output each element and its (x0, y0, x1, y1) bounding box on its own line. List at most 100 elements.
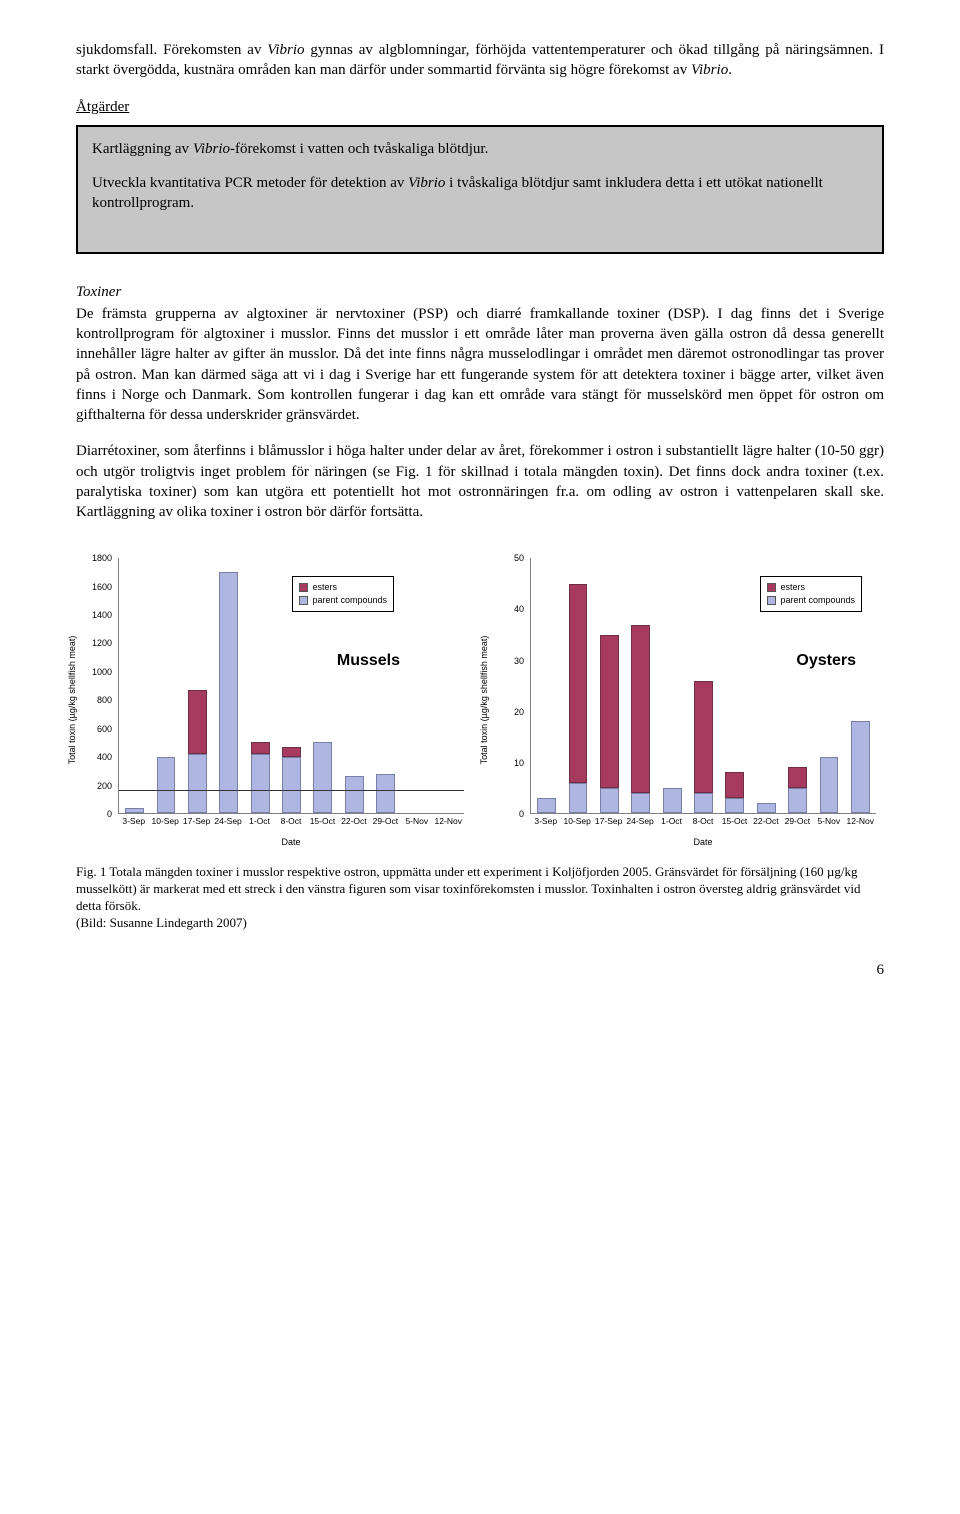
bar-stack (188, 558, 207, 813)
bar-slot (213, 558, 244, 813)
x-axis-title: Date (530, 836, 876, 848)
y-tick-label: 800 (97, 694, 112, 706)
bar-segment-parent (376, 774, 395, 814)
bar-segment-parent (219, 572, 238, 813)
bar-stack (725, 558, 744, 813)
charts-row: Total toxin (µg/kg shellfish meat) 02004… (76, 550, 884, 850)
text: Kartläggning av (92, 141, 193, 157)
bar-segment-parent (600, 788, 619, 814)
x-tick-label: 24-Sep (212, 816, 243, 834)
y-tick-label: 1000 (92, 666, 112, 678)
x-tick-label: 12-Nov (845, 816, 876, 834)
x-tick-label: 15-Oct (719, 816, 750, 834)
plot-area: esters parent compounds Oysters (530, 558, 876, 814)
bar-slot (244, 558, 275, 813)
bar-segment-esters (188, 690, 207, 754)
legend-label: esters (312, 581, 337, 593)
y-tick-label: 400 (97, 751, 112, 763)
x-tick-label: 15-Oct (307, 816, 338, 834)
x-tick-label: 1-Oct (244, 816, 275, 834)
bar-segment-esters (788, 767, 807, 787)
bar-stack (157, 558, 176, 813)
bar-segment-parent (313, 742, 332, 813)
chart-legend: esters parent compounds (292, 576, 394, 611)
bar-segment-parent (725, 798, 744, 813)
bar-stack (631, 558, 650, 813)
bar-segment-parent (788, 788, 807, 814)
legend-row-esters: esters (299, 581, 387, 593)
bar-segment-esters (631, 625, 650, 793)
bar-slot (625, 558, 656, 813)
bar-segment-parent (631, 793, 650, 813)
bar-segment-parent (125, 808, 144, 814)
x-tick-label: 29-Oct (370, 816, 401, 834)
bar-stack (408, 558, 427, 813)
legend-swatch-esters (299, 583, 308, 592)
legend-label: parent compounds (312, 594, 387, 606)
bar-slot (688, 558, 719, 813)
bar-segment-esters (725, 772, 744, 798)
bar-stack (663, 558, 682, 813)
x-tick-label: 12-Nov (433, 816, 464, 834)
figure-caption: Fig. 1 Totala mängden toxiner i musslor … (76, 864, 884, 932)
x-tick-label: 5-Nov (813, 816, 844, 834)
bar-slot (433, 558, 464, 813)
callout-line-2: Utveckla kvantitativa PCR metoder för de… (92, 173, 868, 214)
y-tick-label: 0 (519, 808, 524, 820)
y-tick-label: 0 (107, 808, 112, 820)
chart-legend: esters parent compounds (760, 576, 862, 611)
x-tick-label: 8-Oct (275, 816, 306, 834)
y-tick-label: 200 (97, 780, 112, 792)
chart-title: Mussels (337, 650, 400, 672)
bar-slot (719, 558, 750, 813)
y-tick-label: 1400 (92, 609, 112, 621)
bar-slot (182, 558, 213, 813)
legend-swatch-esters (767, 583, 776, 592)
bar-segment-parent (188, 754, 207, 814)
legend-label: parent compounds (780, 594, 855, 606)
x-ticks: 3-Sep10-Sep17-Sep24-Sep1-Oct8-Oct15-Oct2… (530, 816, 876, 834)
bar-segment-parent (345, 776, 364, 813)
bar-stack (569, 558, 588, 813)
bar-segment-parent (569, 783, 588, 814)
vibrio-term: Vibrio (408, 175, 445, 191)
y-tick-label: 30 (514, 655, 524, 667)
callout-box: Kartläggning av Vibrio -förekomst i vatte… (76, 125, 884, 254)
bar-segment-parent (663, 788, 682, 814)
x-tick-label: 8-Oct (687, 816, 718, 834)
text: Utveckla kvantitativa PCR metoder för de… (92, 175, 408, 191)
x-tick-label: 3-Sep (118, 816, 149, 834)
x-tick-label: 17-Sep (593, 816, 624, 834)
legend-row-parent: parent compounds (299, 594, 387, 606)
y-tick-label: 1800 (92, 552, 112, 564)
bar-stack (600, 558, 619, 813)
bar-stack (694, 558, 713, 813)
x-tick-label: 22-Oct (338, 816, 369, 834)
bar-slot (401, 558, 432, 813)
chart-oysters: Total toxin (µg/kg shellfish meat) 01020… (488, 550, 884, 850)
x-tick-label: 24-Sep (624, 816, 655, 834)
y-tick-label: 50 (514, 552, 524, 564)
threshold-line (119, 790, 464, 791)
y-tick-label: 1600 (92, 581, 112, 593)
text: -förekomst i vatten och tvåskaliga blötd… (230, 141, 488, 157)
legend-row-parent: parent compounds (767, 594, 855, 606)
x-ticks: 3-Sep10-Sep17-Sep24-Sep1-Oct8-Oct15-Oct2… (118, 816, 464, 834)
bar-segment-esters (694, 681, 713, 793)
x-tick-label: 10-Sep (149, 816, 180, 834)
section-heading-toxiner: Toxiner (76, 282, 884, 302)
bar-slot (119, 558, 150, 813)
y-tick-label: 10 (514, 757, 524, 769)
x-tick-label: 22-Oct (750, 816, 781, 834)
plot-area: esters parent compounds Mussels (118, 558, 464, 814)
bar-segment-esters (569, 584, 588, 783)
x-tick-label: 1-Oct (656, 816, 687, 834)
bar-segment-parent (851, 721, 870, 813)
y-tick-label: 20 (514, 706, 524, 718)
bar-stack (439, 558, 458, 813)
callout-line-1: Kartläggning av Vibrio-förekomst i vatte… (92, 139, 868, 159)
legend-label: esters (780, 581, 805, 593)
bar-slot (531, 558, 562, 813)
chart-mussels: Total toxin (µg/kg shellfish meat) 02004… (76, 550, 472, 850)
bar-segment-esters (251, 742, 270, 753)
